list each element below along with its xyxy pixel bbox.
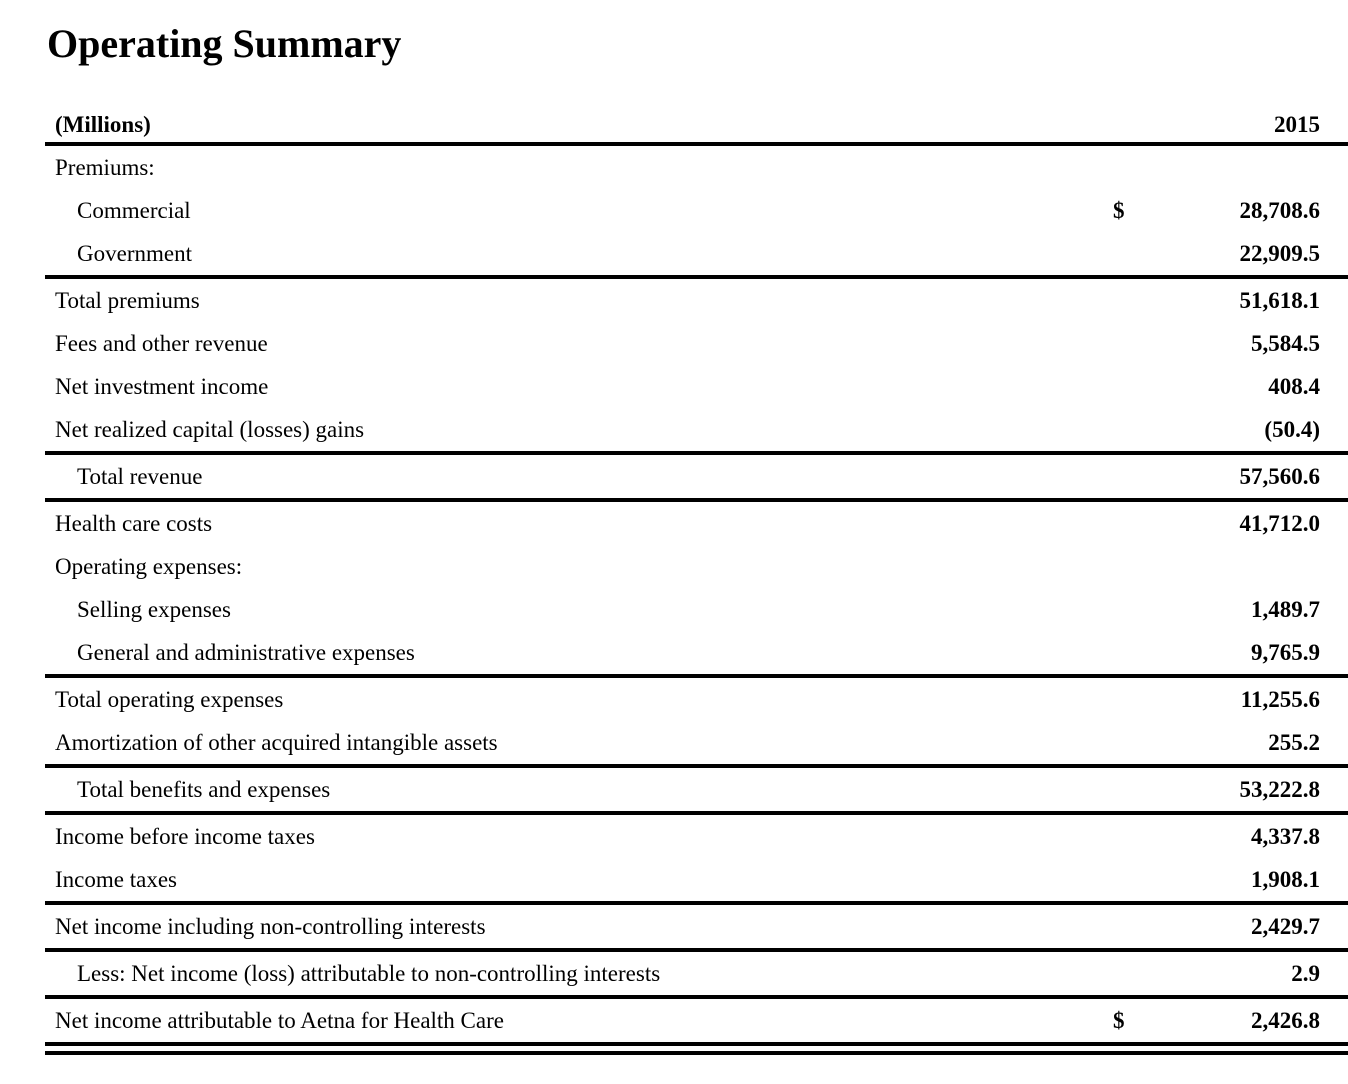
year-header: 2015: [1274, 112, 1320, 137]
table-row: Premiums:: [45, 146, 1348, 189]
row-label: Operating expenses:: [55, 554, 243, 579]
table-row: Fees and other revenue 5,584.5: [45, 322, 1348, 365]
row-label: Net realized capital (losses) gains: [55, 417, 365, 442]
row-label: Income before income taxes: [55, 824, 315, 849]
row-value: 255.2: [1268, 730, 1320, 755]
row-label: Total operating expenses: [55, 687, 284, 712]
row-label: Net investment income: [55, 374, 269, 399]
table-row: Selling expenses 1,489.7: [45, 588, 1348, 631]
section-rule: [45, 764, 1348, 768]
row-label: Amortization of other acquired intangibl…: [55, 730, 498, 755]
row-value: 11,255.6: [1240, 687, 1320, 712]
table-row: Total operating expenses 11,255.6: [45, 678, 1348, 721]
table-body: Premiums: Commercial $ 28,708.6 Governme…: [45, 146, 1348, 1055]
section-rule: [45, 275, 1348, 279]
table-row: Net income including non-controlling int…: [45, 905, 1348, 948]
row-value: 2.9: [1291, 961, 1320, 986]
table-row: Net income attributable to Aetna for Hea…: [45, 999, 1348, 1042]
currency-symbol: $: [1113, 1008, 1125, 1033]
table-row: General and administrative expenses 9,76…: [45, 631, 1348, 674]
row-value: 4,337.8: [1251, 824, 1320, 849]
currency-symbol: $: [1113, 198, 1125, 223]
row-value: 5,584.5: [1251, 331, 1320, 356]
table-row: Net realized capital (losses) gains (50.…: [45, 408, 1348, 451]
operating-summary-table: (Millions) 2015 Premiums: Commercial $ 2…: [45, 92, 1348, 1055]
table-row: Government 22,909.5: [45, 232, 1348, 275]
row-label: Income taxes: [55, 867, 177, 892]
row-value: 2,429.7: [1251, 914, 1320, 939]
table-row: Total benefits and expenses 53,222.8: [45, 768, 1348, 811]
row-label: Net income including non-controlling int…: [55, 914, 486, 939]
row-value: (50.4): [1264, 417, 1320, 442]
row-label: Commercial: [77, 198, 191, 223]
row-label: General and administrative expenses: [77, 640, 415, 665]
units-header: (Millions): [55, 112, 151, 137]
row-value: 57,560.6: [1239, 464, 1321, 489]
row-value: 2,426.8: [1251, 1008, 1320, 1033]
table-row: Income before income taxes 4,337.8: [45, 815, 1348, 858]
row-value: 9,765.9: [1251, 640, 1320, 665]
row-label: Health care costs: [55, 511, 213, 536]
row-label: Total revenue: [77, 464, 203, 489]
page-title: Operating Summary: [47, 21, 402, 66]
table-row: Amortization of other acquired intangibl…: [45, 721, 1348, 764]
row-label: Premiums:: [55, 155, 155, 180]
row-value: 408.4: [1268, 374, 1320, 399]
row-value: 41,712.0: [1239, 511, 1321, 536]
section-rule: [45, 995, 1348, 999]
row-label: Total premiums: [55, 288, 200, 313]
table-row: Income taxes 1,908.1: [45, 858, 1348, 901]
section-rule: [45, 811, 1348, 815]
row-value: 53,222.8: [1239, 777, 1321, 802]
table-row: Net investment income 408.4: [45, 365, 1348, 408]
row-value: 1,908.1: [1251, 867, 1320, 892]
section-rule: [45, 451, 1348, 455]
row-label: Government: [77, 241, 192, 266]
section-rule: [45, 674, 1348, 678]
table-row: Total revenue 57,560.6: [45, 455, 1348, 498]
document-page: Operating Summary (Millions) 2015 Premiu…: [45, 21, 1348, 1055]
row-label: Less: Net income (loss) attributable to …: [77, 961, 661, 986]
header-rule: [45, 142, 1348, 146]
section-rule: [45, 498, 1348, 502]
table-row: Commercial $ 28,708.6: [45, 189, 1348, 232]
table-row: Operating expenses:: [45, 545, 1348, 588]
row-value: 51,618.1: [1239, 288, 1321, 313]
bottom-double-rule: [45, 1042, 1348, 1055]
table-header-row: (Millions) 2015: [45, 92, 1348, 142]
row-label: Net income attributable to Aetna for Hea…: [55, 1008, 504, 1033]
table-row: Less: Net income (loss) attributable to …: [45, 952, 1348, 995]
table-row: Health care costs 41,712.0: [45, 502, 1348, 545]
row-value: 28,708.6: [1239, 198, 1321, 223]
row-label: Total benefits and expenses: [77, 777, 331, 802]
section-rule: [45, 948, 1348, 952]
row-value: 22,909.5: [1239, 241, 1321, 266]
row-label: Selling expenses: [77, 597, 231, 622]
row-value: 1,489.7: [1251, 597, 1320, 622]
table-row: Total premiums 51,618.1: [45, 279, 1348, 322]
section-rule: [45, 901, 1348, 905]
row-label: Fees and other revenue: [55, 331, 268, 356]
